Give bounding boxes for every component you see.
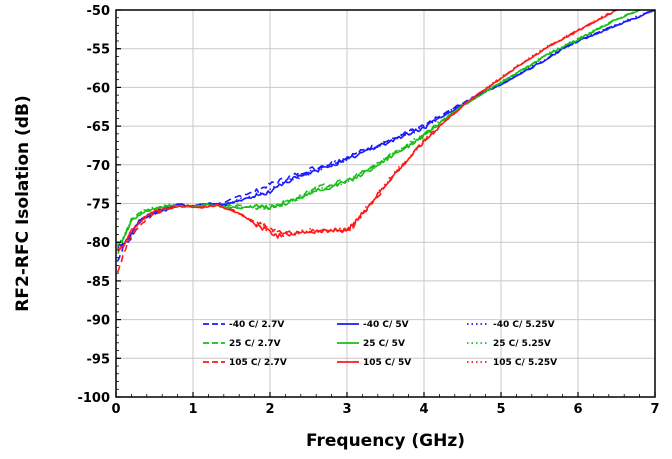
series-line xyxy=(117,9,617,252)
legend-label: 105 C/ 2.7V xyxy=(229,358,287,368)
y-tick-label: -60 xyxy=(87,81,111,96)
legend-label: 105 C/ 5V xyxy=(363,358,411,368)
legend-label: -40 C/ 5V xyxy=(363,320,409,330)
y-tick-label: -75 xyxy=(87,198,111,213)
y-tick-label: -70 xyxy=(87,159,111,174)
x-tick-label: 6 xyxy=(573,402,582,417)
axis-ticks: 0 1 2 3 4 5 6 7 -50 -55 -60 -65 -70 -75 -80 -85 -90 -95 -1… xyxy=(77,4,659,417)
y-tick-label: -100 xyxy=(77,391,110,406)
y-tick-label: -50 xyxy=(87,4,111,19)
x-tick-label: 0 xyxy=(111,402,120,417)
series-layer xyxy=(116,9,656,273)
legend: -40 C/ 2.7V 25 C/ 2.7V 105 C/ 2.7V -40 C/ 5… xyxy=(203,320,557,368)
x-tick-label: 1 xyxy=(188,402,197,417)
legend-label: 25 C/ 5.25V xyxy=(493,339,551,349)
x-axis-title: Frequency (GHz) xyxy=(306,431,465,451)
legend-label: 105 C/ 5.25V xyxy=(493,358,557,368)
x-tick-label: 2 xyxy=(265,402,274,417)
legend-label: 25 C/ 5V xyxy=(363,339,405,349)
legend-label: -40 C/ 2.7V xyxy=(229,320,284,330)
y-tick-label: -85 xyxy=(87,275,111,290)
y-tick-label: -65 xyxy=(87,120,111,135)
x-tick-label: 5 xyxy=(496,402,505,417)
x-tick-label: 3 xyxy=(342,402,351,417)
series-line xyxy=(116,9,640,255)
y-tick-label: -95 xyxy=(87,352,111,367)
series-line xyxy=(116,9,640,247)
x-tick-label: 7 xyxy=(650,402,659,417)
legend-label: -40 C/ 5.25V xyxy=(493,320,555,330)
legend-label: 25 C/ 2.7V xyxy=(229,339,281,349)
y-tick-label: -55 xyxy=(87,43,111,58)
y-axis-title: RF2-RFC Isolation (dB) xyxy=(13,95,33,311)
x-tick-label: 4 xyxy=(419,402,428,417)
y-tick-label: -90 xyxy=(87,314,111,329)
y-tick-label: -80 xyxy=(87,236,111,251)
